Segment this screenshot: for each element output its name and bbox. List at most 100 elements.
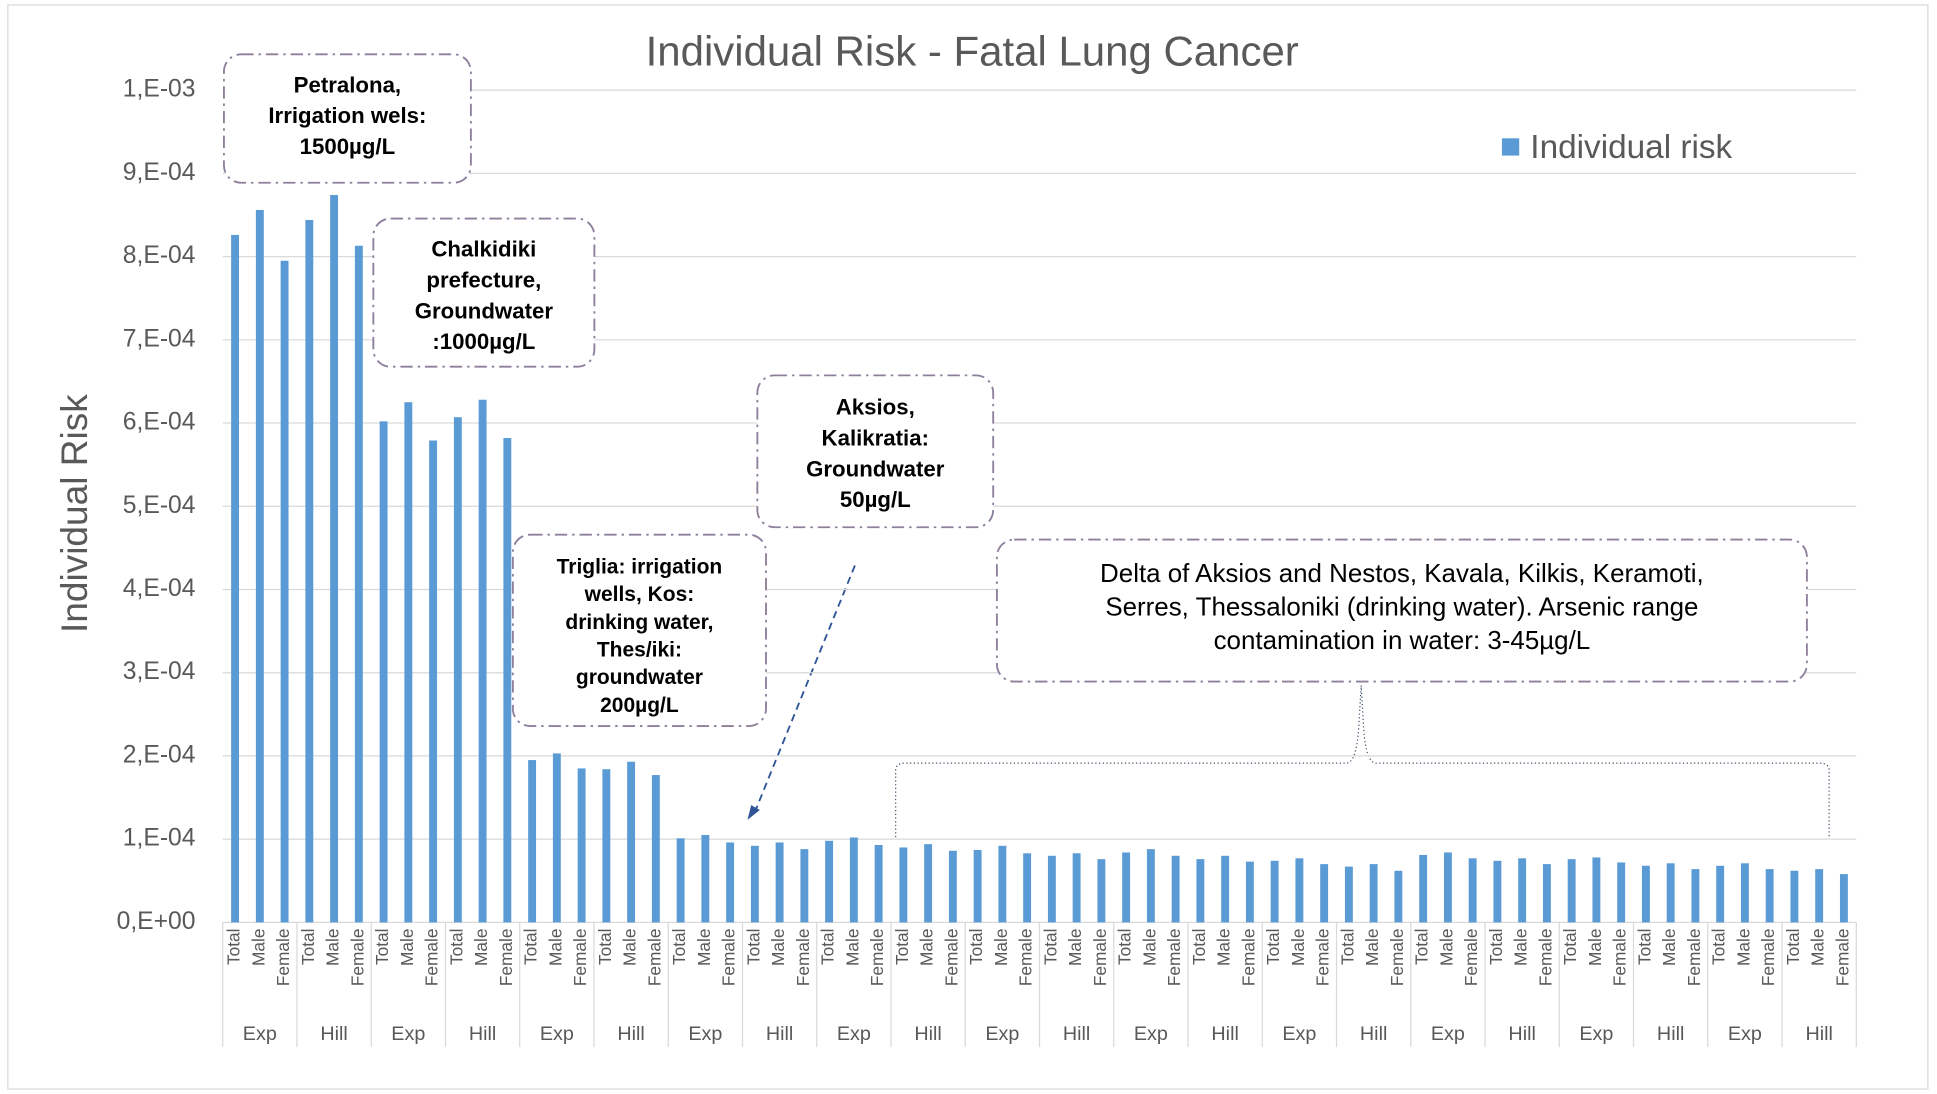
annotation-text: Serres, Thessaloniki (drinking water). A…: [1105, 594, 1698, 622]
bar: [800, 849, 809, 923]
bar: [1072, 853, 1081, 923]
x-tick-label: Male: [397, 929, 417, 966]
x-tick-label: Male: [545, 929, 565, 966]
bar: [231, 234, 240, 923]
y-axis-label: Individual Risk: [53, 394, 95, 633]
x-tick-label: Male: [991, 929, 1011, 966]
x-tick-label: Female: [1535, 929, 1555, 987]
x-tick-label: Female: [719, 929, 739, 987]
bar: [1097, 859, 1106, 923]
y-tick-label: 5,E-04: [123, 492, 196, 519]
group-label: Hill: [914, 1023, 941, 1045]
bar: [775, 842, 784, 923]
bar: [1691, 869, 1700, 923]
annotation-text: Triglia: irrigation: [557, 556, 723, 579]
bar: [1567, 859, 1576, 923]
x-tick-label: Male: [1585, 929, 1605, 966]
y-tick-label: 4,E-04: [123, 575, 196, 602]
x-tick-label: Female: [1016, 929, 1036, 987]
annotation-text: Irrigation wels:: [268, 103, 426, 128]
x-tick-label: Male: [694, 929, 714, 966]
x-tick-label: Male: [917, 929, 937, 966]
annotation-text: Chalkidiki: [431, 237, 536, 262]
annotation-box: [372, 217, 596, 368]
x-tick-label: Male: [1214, 929, 1234, 966]
bar: [1122, 852, 1131, 923]
y-tick-label: 2,E-04: [123, 741, 196, 768]
bar: [1245, 861, 1254, 923]
x-tick-label: Female: [570, 929, 590, 987]
x-tick-label: Total: [1337, 929, 1357, 965]
bar: [651, 775, 660, 923]
bar: [1443, 852, 1452, 923]
x-tick-label: Total: [224, 929, 244, 965]
bar: [1740, 863, 1749, 923]
bar: [1419, 854, 1428, 923]
y-tick-label: 9,E-04: [123, 159, 196, 186]
bar: [1518, 858, 1527, 923]
bar: [825, 840, 834, 923]
annotation-text: Groundwater: [415, 298, 554, 323]
annotation-text: Delta of Aksios and Nestos, Kavala, Kilk…: [1100, 560, 1704, 588]
x-tick-label: Male: [1288, 929, 1308, 966]
annotation-box: [756, 374, 995, 529]
annotation-box: [223, 53, 472, 184]
bar: [478, 399, 487, 923]
annotation-text: groundwater: [576, 666, 703, 689]
bar: [1617, 862, 1626, 923]
x-tick-label: Male: [1065, 929, 1085, 966]
bar: [750, 845, 759, 923]
annotation-text: Thes/iki:: [597, 639, 682, 662]
annotation-text: Groundwater: [806, 456, 945, 481]
x-tick-label: Total: [1783, 929, 1803, 965]
x-tick-label: Female: [1832, 929, 1852, 987]
bar: [1369, 864, 1378, 923]
group-label: Exp: [837, 1023, 871, 1045]
x-tick-label: Male: [248, 929, 268, 966]
group-label: Hill: [1657, 1023, 1684, 1045]
legend-label: Individual risk: [1530, 129, 1732, 166]
group-label: Exp: [243, 1023, 277, 1045]
x-tick-label: Total: [446, 929, 466, 965]
bar: [1023, 853, 1032, 923]
bar: [453, 417, 462, 923]
y-tick-label: 0,E+00: [117, 908, 196, 935]
x-tick-label: Male: [323, 929, 343, 966]
x-tick-label: Male: [1362, 929, 1382, 966]
annotation-box: [511, 533, 767, 727]
x-tick-label: Male: [1511, 929, 1531, 966]
x-tick-label: Female: [1610, 929, 1630, 987]
group-label: Hill: [766, 1023, 793, 1045]
x-tick-label: Male: [1733, 929, 1753, 966]
bar: [1270, 860, 1279, 923]
x-tick-label: Female: [273, 929, 293, 987]
arrow-head: [747, 805, 760, 820]
x-tick-label: Female: [1238, 929, 1258, 987]
x-tick-label: Female: [1684, 929, 1704, 987]
x-tick-label: Total: [1189, 929, 1209, 965]
bar: [1468, 858, 1477, 923]
x-tick-label: Total: [372, 929, 392, 965]
annotation-box: [995, 538, 1808, 683]
bar: [676, 838, 685, 923]
x-tick-label: Male: [842, 929, 862, 966]
bar: [404, 402, 413, 923]
x-tick-label: Female: [422, 929, 442, 987]
annotation-text: Kalikratia:: [822, 425, 929, 450]
x-tick-label: Total: [1634, 929, 1654, 965]
x-tick-label: Total: [298, 929, 318, 965]
x-tick-label: Female: [1090, 929, 1110, 987]
x-tick-label: Total: [743, 929, 763, 965]
bar: [1542, 864, 1551, 923]
bar: [924, 844, 933, 923]
x-tick-label: Female: [941, 929, 961, 987]
bar: [429, 440, 438, 923]
x-tick-label: Total: [1263, 929, 1283, 965]
x-tick-label: Male: [620, 929, 640, 966]
group-label: Exp: [1134, 1023, 1168, 1045]
bar: [379, 421, 388, 923]
bar: [1171, 855, 1180, 923]
x-tick-label: Total: [1412, 929, 1432, 965]
group-label: Hill: [320, 1023, 347, 1045]
